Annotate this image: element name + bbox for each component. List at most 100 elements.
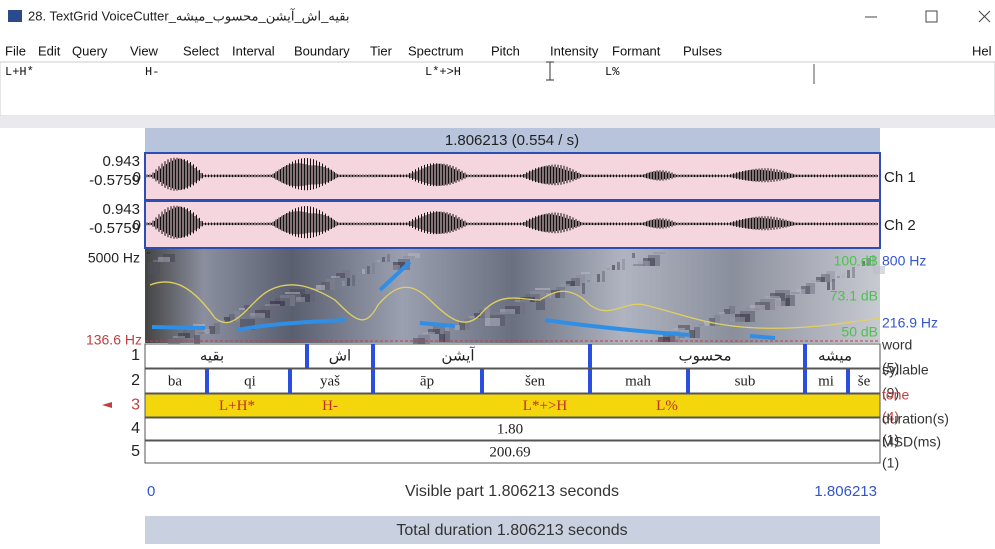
- spectrogram-cell: [403, 256, 415, 258]
- spectrogram-cell: [423, 332, 435, 334]
- spectrogram-cell: [602, 271, 605, 282]
- interval-boundary: [305, 344, 309, 368]
- spectrogram-cell: [597, 274, 600, 282]
- channel-name[interactable]: Ch 1: [884, 169, 916, 186]
- spectrogram-cell: [592, 277, 595, 282]
- spectrogram-cell: [536, 299, 545, 310]
- spectrogram-cell: [347, 278, 350, 286]
- menu-item[interactable]: Hel: [972, 43, 992, 58]
- tier-name: tone: [882, 387, 909, 403]
- spectrogram-cell: [193, 324, 205, 326]
- separator: [0, 116, 995, 128]
- spectrogram-cell: [765, 296, 780, 298]
- selection-label: 1.806213 (0.554 / s): [445, 132, 579, 149]
- interval-label[interactable]: بقیه: [200, 348, 224, 364]
- text-field-label: L%: [605, 65, 620, 79]
- spectrogram-cell: [265, 304, 280, 306]
- menu-item[interactable]: Spectrum: [408, 43, 464, 58]
- spectrogram-cell: [617, 262, 620, 270]
- menu-item[interactable]: Edit: [38, 43, 61, 58]
- visible-part[interactable]: Visible part 1.806213 seconds: [405, 483, 619, 500]
- interval-label[interactable]: L+H*: [219, 398, 255, 414]
- menu-item[interactable]: Pulses: [683, 43, 723, 58]
- menu-item[interactable]: Interval: [232, 43, 275, 58]
- interval-label[interactable]: mi: [818, 373, 834, 389]
- menu-item[interactable]: Tier: [370, 43, 393, 58]
- interval-label[interactable]: اش: [329, 348, 351, 364]
- interval-boundary: [288, 369, 292, 393]
- menu-item[interactable]: Pitch: [491, 43, 520, 58]
- praat-window: 28. TextGrid VoiceCutter_بقیه_اش_آیشن_مح…: [0, 0, 995, 544]
- menu-item[interactable]: Intensity: [550, 43, 599, 58]
- interval-label[interactable]: mah: [625, 373, 651, 389]
- interval-label[interactable]: H-: [322, 398, 338, 414]
- tier-name: word: [881, 337, 912, 353]
- text-field-label: H-: [145, 65, 159, 79]
- spectrogram-cell: [581, 272, 590, 274]
- menu-item[interactable]: View: [130, 43, 159, 58]
- pitch-cursor: 136.6 Hz: [86, 332, 142, 348]
- menu-item[interactable]: Query: [72, 43, 108, 58]
- spectrogram-cell: [342, 281, 345, 286]
- spectrogram-cell: [587, 280, 590, 282]
- menu-item[interactable]: File: [5, 43, 26, 58]
- spectrogram-cell: [388, 265, 400, 270]
- tier-number: 3: [131, 397, 140, 414]
- interval-label[interactable]: 200.69: [489, 444, 530, 460]
- intensity-value: 73.1 dB: [830, 288, 878, 304]
- interval-label[interactable]: šen: [525, 373, 545, 389]
- spectrogram-cell: [377, 260, 380, 262]
- tier[interactable]: [145, 344, 880, 368]
- interval-boundary: [803, 369, 807, 393]
- text-field-label: L+H*: [5, 65, 34, 79]
- channel-zero: 0: [133, 217, 141, 234]
- interval-label[interactable]: میشه: [818, 348, 852, 364]
- spectrogram-cell: [627, 256, 630, 258]
- spectrogram-cell: [791, 292, 800, 294]
- spectrogram-cell: [372, 263, 375, 274]
- interval-label[interactable]: yaš: [320, 373, 340, 389]
- spectrogram-cell: [535, 288, 550, 290]
- interval-label[interactable]: L*+>H: [523, 398, 568, 414]
- tier-number: 2: [131, 372, 140, 389]
- interval-boundary: [846, 369, 850, 393]
- tiers: بقیهاشآیشنمحسوبمیشه1word(5)baqiyašāpšenm…: [131, 337, 949, 471]
- tier-count: (1): [882, 455, 899, 471]
- interval-boundary: [588, 344, 592, 368]
- spectrogram-cell: [673, 328, 685, 330]
- interval-label[interactable]: še: [858, 373, 871, 389]
- interval-label[interactable]: ba: [168, 373, 183, 389]
- interval-label[interactable]: 1.80: [497, 421, 523, 437]
- spectrogram-cell: [633, 264, 645, 266]
- interval-boundary: [480, 369, 484, 393]
- spectrogram-cell: [199, 332, 205, 334]
- interval-label[interactable]: qi: [244, 373, 256, 389]
- spectrogram-cell: [147, 252, 150, 254]
- tier-name: syllable: [882, 362, 929, 378]
- spectrogram-cell: [847, 270, 850, 278]
- menu-item[interactable]: Formant: [612, 43, 661, 58]
- interval-label[interactable]: āp: [420, 373, 434, 389]
- spectrogram-cell: [842, 273, 845, 278]
- spectrogram-cell: [561, 284, 570, 286]
- menu-item[interactable]: Boundary: [294, 43, 350, 58]
- spectrogram-cell: [607, 268, 610, 270]
- text-field-label: L*+>H: [425, 65, 461, 79]
- channel-zero: 0: [133, 169, 141, 186]
- tier[interactable]: [145, 394, 880, 417]
- interval-label[interactable]: آیشن: [441, 346, 475, 364]
- spectrogram-cell: [699, 324, 705, 326]
- pitch-top: 800 Hz: [882, 253, 926, 269]
- interval-label[interactable]: محسوب: [679, 348, 732, 364]
- spectrogram-cell: [719, 312, 725, 314]
- spectrogram-cell: [837, 276, 840, 278]
- spectrogram-cell: [153, 260, 165, 262]
- interval-boundary: [205, 369, 209, 393]
- channel-name[interactable]: Ch 2: [884, 217, 916, 234]
- spectrogram-cell: [239, 308, 245, 310]
- menu-item[interactable]: Select: [183, 43, 220, 58]
- interval-label[interactable]: sub: [735, 373, 756, 389]
- interval-boundary: [371, 344, 375, 368]
- interval-label[interactable]: L%: [656, 398, 678, 414]
- spectrogram-top-frequency: 5000 Hz: [88, 250, 140, 266]
